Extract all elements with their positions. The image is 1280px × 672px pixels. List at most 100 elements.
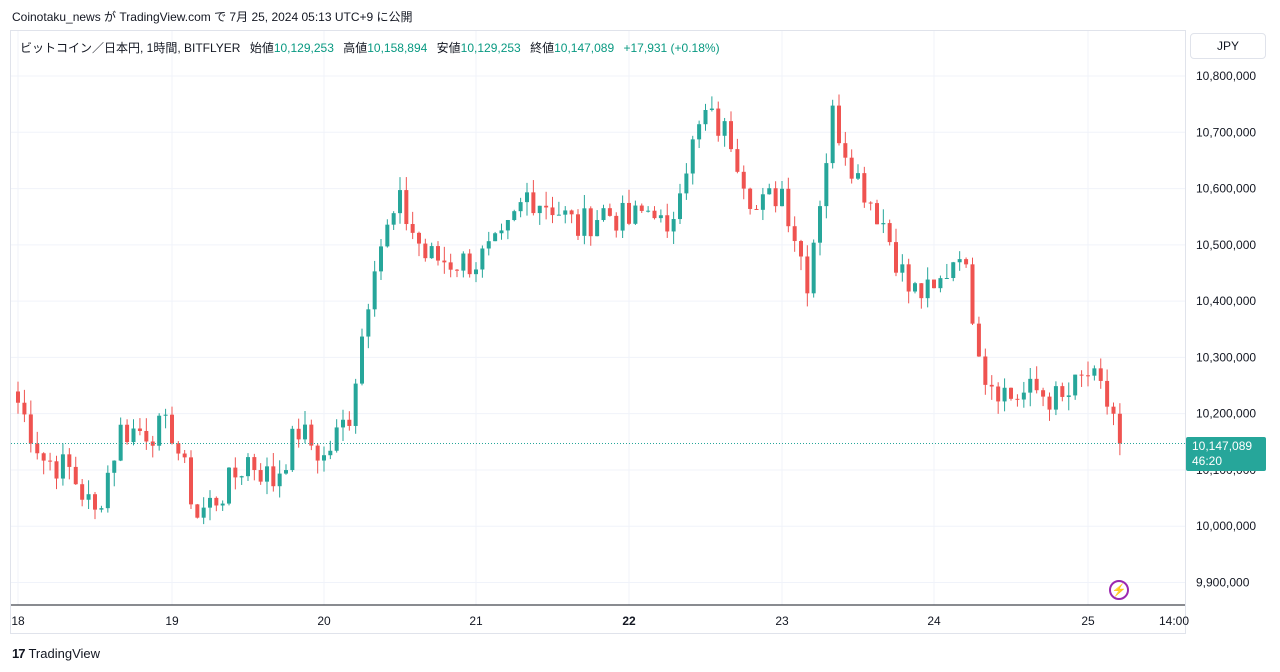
candle-body [1041, 390, 1046, 397]
candle-body [620, 202, 625, 231]
candle-body [786, 188, 791, 227]
candle-body [410, 224, 415, 233]
candle-body [131, 428, 136, 443]
candle-body [372, 271, 377, 310]
candle-body [474, 269, 478, 275]
y-tick-label: 10,800,000 [1196, 69, 1256, 83]
candle-body [480, 248, 485, 270]
candle-body [290, 428, 295, 471]
candle-body [195, 504, 200, 518]
candle-body [398, 190, 402, 214]
candle-body [467, 253, 472, 275]
candle-body [983, 356, 988, 385]
candle-body [347, 419, 352, 426]
candle-body [569, 210, 574, 215]
candle-body [93, 494, 97, 510]
candle-body [550, 207, 555, 216]
lightning-icon[interactable]: ⚡ [1109, 580, 1129, 600]
candle-body [938, 278, 943, 289]
candle-body [442, 260, 447, 263]
candle-body [576, 214, 580, 236]
candle-body [525, 192, 529, 203]
candle-body [665, 215, 670, 232]
candle-body [976, 323, 981, 357]
candle-body [913, 283, 917, 292]
candle-body [868, 202, 873, 204]
candle-body [544, 205, 549, 208]
candle-body [1047, 396, 1052, 410]
candle-body [277, 473, 282, 487]
chart-frame[interactable] [10, 30, 1186, 634]
candle-body [99, 508, 104, 510]
candle-body [258, 470, 263, 482]
candle-body [1117, 413, 1122, 444]
candle-body [780, 188, 784, 207]
tradingview-logo-icon: 17 [12, 646, 26, 661]
candle-body [404, 190, 409, 225]
x-tick-label: 20 [317, 614, 331, 628]
candle-body [633, 205, 638, 224]
candle-body [614, 215, 619, 231]
brand-name: TradingView [28, 646, 101, 661]
y-tick-label: 10,300,000 [1196, 350, 1256, 364]
candle-body [843, 143, 848, 158]
y-tick-label: 10,500,000 [1196, 238, 1256, 252]
x-tick-label: 18 [11, 614, 25, 628]
candle-body [423, 243, 428, 259]
candle-body [176, 443, 181, 454]
candle-body [989, 384, 994, 387]
x-tick-label: 14:00 [1159, 614, 1189, 628]
candle-body [334, 427, 339, 451]
candle-body [214, 497, 219, 506]
candle-body [201, 507, 206, 518]
candle-body [233, 467, 238, 478]
candle-body [303, 424, 307, 440]
candle-body [773, 188, 778, 207]
candle-body [799, 241, 803, 257]
high-value: 10,158,894 [367, 41, 428, 55]
candle-body [296, 428, 301, 440]
candle-body [265, 466, 269, 482]
candle-body [271, 466, 276, 487]
symbol-label: ビットコイン／日本円, 1時間, BITFLYER [20, 41, 241, 55]
candle-body [309, 424, 314, 446]
candle-body [1060, 386, 1065, 397]
currency-button[interactable]: JPY [1190, 33, 1266, 59]
candle-body [556, 214, 561, 216]
y-tick-label: 10,600,000 [1196, 182, 1256, 196]
candle-body [582, 208, 587, 236]
candle-body [73, 466, 78, 485]
x-tick-label: 21 [469, 614, 483, 628]
candle-body [856, 173, 860, 179]
candle-body [512, 211, 517, 221]
last-price-value: 10,147,089 [1192, 439, 1253, 453]
candle-body [925, 279, 930, 299]
candle-body [1015, 398, 1020, 400]
candle-body [1028, 378, 1033, 393]
candle-body [722, 121, 727, 136]
candle-body [639, 205, 644, 211]
candle-body [588, 208, 593, 237]
candle-body [328, 450, 333, 456]
candle-body [163, 414, 168, 416]
y-tick-label: 10,700,000 [1196, 125, 1256, 139]
low-label: 安値 [436, 41, 461, 55]
candle-body [970, 264, 975, 324]
candle-body [1021, 392, 1026, 400]
candle-body [448, 262, 453, 270]
candle-body [811, 242, 816, 294]
candle-body [875, 203, 879, 225]
candle-body [48, 460, 53, 462]
candle-body [741, 171, 746, 189]
candle-body [360, 336, 364, 384]
x-tick-label: 25 [1081, 614, 1095, 628]
candle-body [54, 461, 59, 479]
candle-body [353, 383, 358, 426]
candle-body [1098, 368, 1103, 381]
candle-body [1073, 374, 1078, 396]
candle-body [105, 472, 110, 509]
candle-body [86, 494, 91, 500]
candle-body [315, 445, 320, 461]
tradingview-brand[interactable]: 17 TradingView [12, 646, 100, 661]
